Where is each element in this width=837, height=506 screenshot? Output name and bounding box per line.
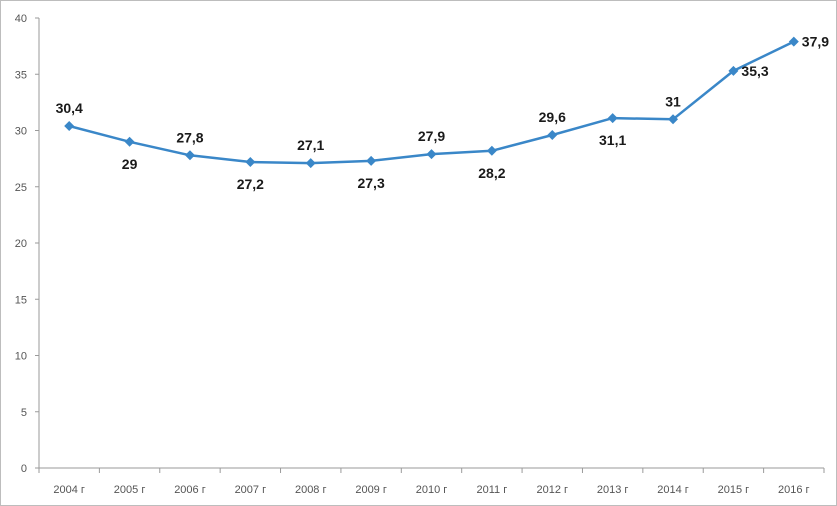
data-point-marker	[426, 149, 437, 160]
data-label: 29,6	[539, 109, 566, 125]
y-tick-label: 10	[15, 351, 27, 363]
data-label: 31,1	[599, 132, 626, 148]
data-point-marker	[547, 130, 558, 140]
x-tick-label: 2011 г	[477, 484, 508, 496]
x-tick-label: 2012 г	[536, 484, 568, 496]
data-label: 35,3	[741, 63, 768, 79]
data-label: 30,4	[56, 100, 83, 116]
y-tick-label: 0	[21, 463, 27, 475]
x-tick-label: 2014 г	[657, 484, 689, 496]
x-tick-label: 2006 г	[174, 484, 206, 496]
x-tick-label: 2010 г	[416, 484, 448, 496]
data-point-marker	[486, 145, 497, 156]
y-tick-label: 25	[15, 182, 27, 194]
y-tick-label: 20	[15, 238, 27, 250]
data-label: 27,1	[297, 137, 324, 153]
data-point-marker	[607, 113, 618, 124]
data-point-marker	[64, 121, 75, 131]
y-tick-label: 35	[15, 69, 27, 81]
data-point-marker	[366, 155, 377, 166]
data-point-marker	[728, 65, 739, 76]
x-tick-label: 2005 г	[114, 484, 146, 496]
data-label: 27,3	[357, 175, 384, 191]
data-label: 28,2	[478, 165, 505, 181]
y-tick-label: 30	[15, 126, 27, 138]
x-tick-label: 2004 г	[53, 484, 85, 496]
data-label: 27,9	[418, 128, 445, 144]
data-point-marker	[305, 158, 316, 169]
data-point-marker	[245, 157, 256, 167]
data-label: 37,9	[802, 34, 829, 50]
y-tick-label: 15	[15, 294, 27, 306]
data-label: 27,2	[237, 176, 264, 192]
x-tick-label: 2016 г	[778, 484, 810, 496]
data-label: 27,8	[176, 129, 203, 145]
x-tick-label: 2007 г	[235, 484, 267, 496]
y-tick-label: 40	[15, 13, 27, 25]
data-label: 31	[665, 93, 681, 109]
x-tick-label: 2013 г	[597, 484, 629, 496]
data-point-marker	[124, 136, 135, 147]
data-label: 29	[122, 156, 138, 172]
data-point-marker	[184, 150, 195, 161]
x-tick-label: 2015 г	[718, 484, 750, 496]
data-point-marker	[788, 36, 799, 47]
data-point-marker	[668, 114, 679, 125]
x-tick-label: 2009 г	[355, 484, 387, 496]
y-tick-label: 5	[21, 407, 27, 419]
x-tick-label: 2008 г	[295, 484, 327, 496]
